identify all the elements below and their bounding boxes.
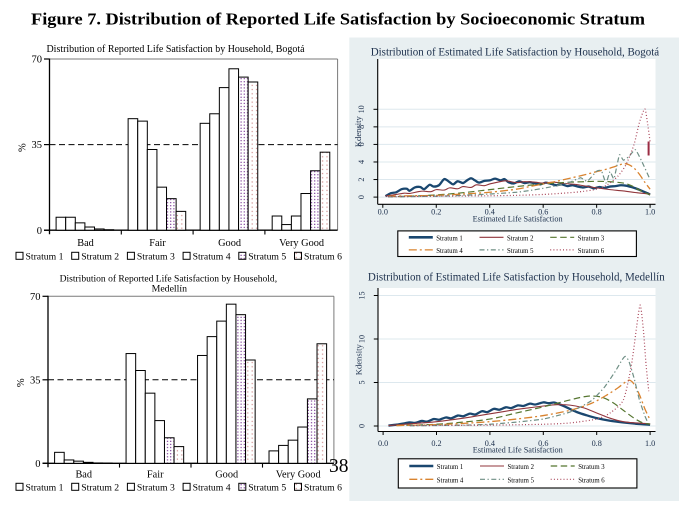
svg-text:Good: Good [215, 469, 239, 480]
svg-text:Stratum 1: Stratum 1 [26, 252, 64, 263]
svg-text:0.2: 0.2 [431, 439, 441, 448]
svg-text:Stratum 5: Stratum 5 [248, 252, 286, 263]
svg-text:0.8: 0.8 [592, 208, 602, 217]
svg-text:Stratum 2: Stratum 2 [81, 252, 119, 263]
svg-text:Stratum 6: Stratum 6 [578, 246, 605, 255]
svg-text:10: 10 [358, 335, 367, 343]
svg-text:38: 38 [329, 456, 349, 477]
svg-text:0: 0 [37, 226, 42, 237]
svg-text:5: 5 [358, 380, 367, 384]
svg-text:Distribution of Estimated Life: Distribution of Estimated Life Satisfact… [368, 272, 665, 284]
svg-text:Stratum 6: Stratum 6 [304, 252, 342, 263]
svg-text:%: % [16, 378, 27, 387]
svg-text:35: 35 [32, 140, 43, 151]
svg-text:Stratum 2: Stratum 2 [81, 483, 119, 494]
svg-text:Kdensity: Kdensity [354, 344, 364, 376]
svg-text:Very Good: Very Good [276, 469, 322, 480]
svg-text:70: 70 [30, 292, 41, 303]
svg-text:Stratum 1: Stratum 1 [436, 233, 463, 242]
svg-text:Stratum 3: Stratum 3 [137, 252, 175, 263]
svg-text:Very Good: Very Good [279, 238, 325, 249]
svg-text:Stratum 6: Stratum 6 [304, 483, 342, 494]
svg-text:Fair: Fair [147, 469, 164, 480]
svg-text:Stratum 2: Stratum 2 [508, 462, 535, 471]
svg-text:Stratum 3: Stratum 3 [578, 462, 605, 471]
svg-text:0.0: 0.0 [378, 208, 388, 217]
svg-text:0: 0 [35, 459, 40, 470]
svg-text:Medellín: Medellín [152, 284, 187, 295]
svg-text:Distribution of Reported Life: Distribution of Reported Life Satisfacti… [47, 44, 306, 55]
svg-text:0.0: 0.0 [378, 439, 388, 448]
svg-text:0.8: 0.8 [592, 439, 602, 448]
svg-text:%: % [18, 143, 29, 152]
svg-text:Bad: Bad [75, 469, 92, 480]
svg-text:Good: Good [218, 238, 242, 249]
svg-text:Stratum 1: Stratum 1 [26, 483, 64, 494]
svg-text:0.2: 0.2 [431, 208, 441, 217]
svg-text:Estimated Life Satisfaction: Estimated Life Satisfaction [473, 444, 564, 454]
svg-text:Stratum 3: Stratum 3 [578, 233, 605, 242]
svg-text:1.0: 1.0 [645, 439, 655, 448]
svg-text:Stratum 4: Stratum 4 [193, 252, 231, 263]
svg-text:Stratum 2: Stratum 2 [507, 233, 534, 242]
svg-text:Stratum 3: Stratum 3 [137, 483, 175, 494]
svg-text:Stratum 1: Stratum 1 [437, 462, 464, 471]
svg-text:4: 4 [357, 160, 366, 164]
svg-text:Figure 7. Distribution of Repo: Figure 7. Distribution of Reported Life … [31, 10, 645, 29]
svg-text:Estimated Life Satisfaction: Estimated Life Satisfaction [473, 214, 564, 224]
svg-text:0: 0 [357, 195, 366, 199]
svg-text:Stratum 4: Stratum 4 [437, 475, 464, 484]
svg-text:Bad: Bad [77, 238, 94, 249]
svg-text:2: 2 [357, 177, 366, 181]
svg-text:35: 35 [30, 375, 41, 386]
svg-text:10: 10 [357, 105, 366, 113]
svg-text:Kdensity: Kdensity [353, 115, 363, 147]
svg-text:Distribution of Estimated Life: Distribution of Estimated Life Satisfact… [371, 46, 660, 58]
svg-text:Stratum 5: Stratum 5 [507, 246, 534, 255]
svg-text:Stratum 4: Stratum 4 [193, 483, 231, 494]
svg-text:1.0: 1.0 [645, 208, 655, 217]
svg-text:Fair: Fair [149, 238, 166, 249]
svg-text:0: 0 [358, 424, 367, 428]
svg-text:Stratum 5: Stratum 5 [248, 483, 286, 494]
svg-text:Stratum 4: Stratum 4 [436, 246, 463, 255]
svg-text:15: 15 [358, 291, 367, 299]
svg-text:Stratum 5: Stratum 5 [508, 475, 535, 484]
svg-text:Stratum 6: Stratum 6 [578, 475, 605, 484]
svg-text:70: 70 [32, 55, 43, 66]
